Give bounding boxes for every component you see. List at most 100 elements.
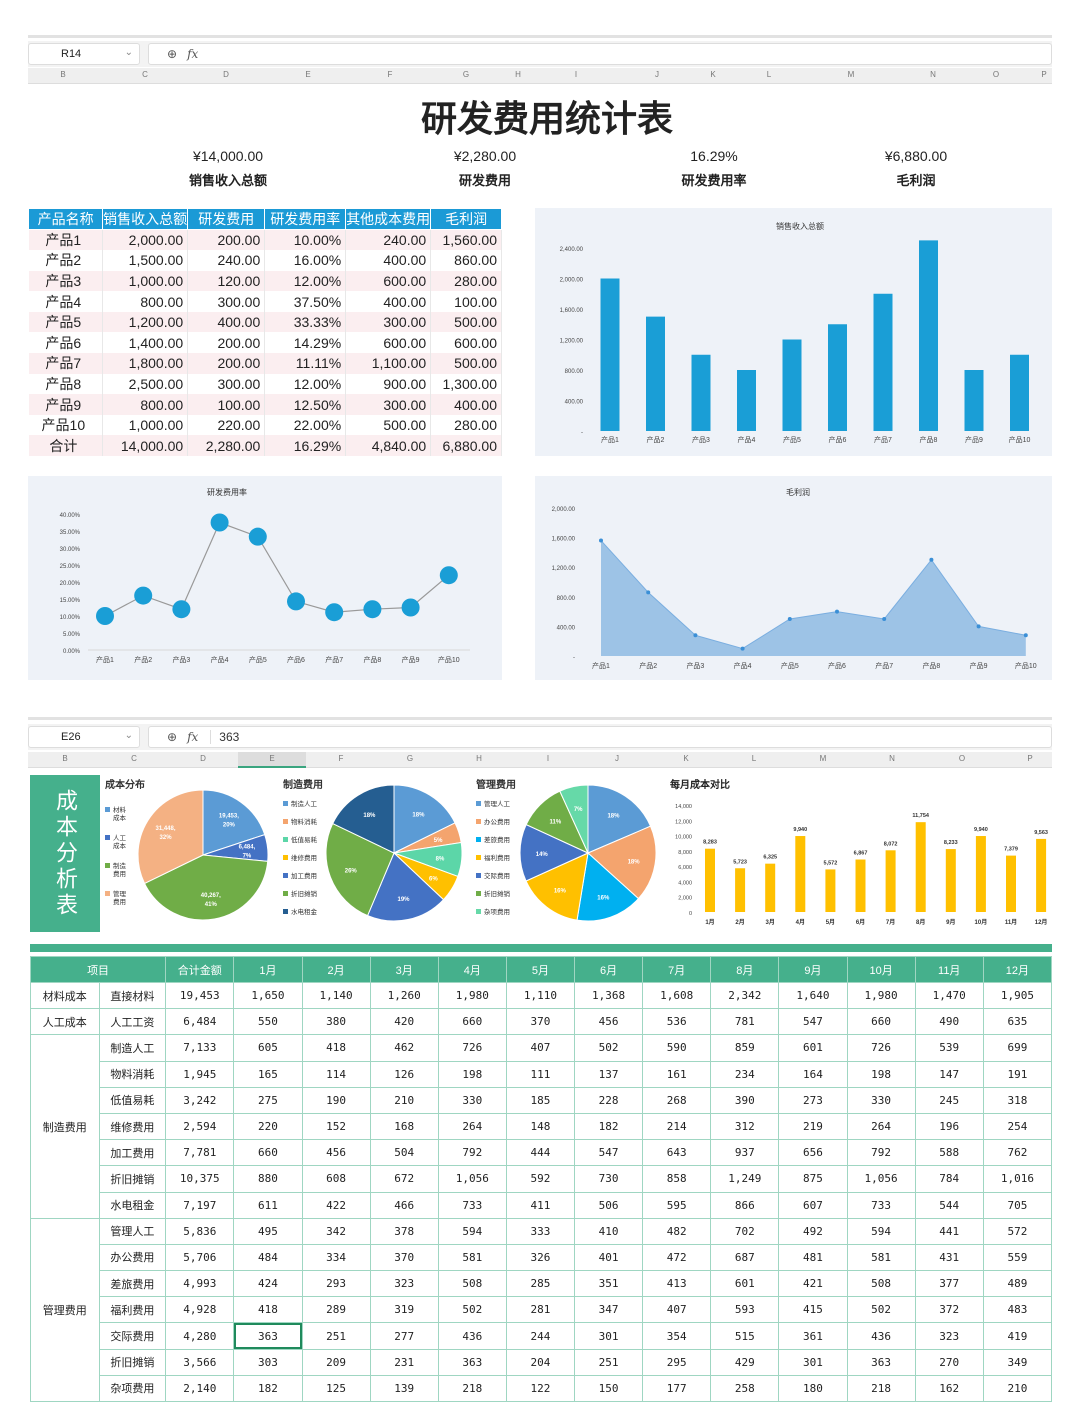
table-cell[interactable]: 1,000.00 xyxy=(102,414,189,436)
column-header-M[interactable]: M xyxy=(847,70,855,79)
table-cell[interactable]: 251 xyxy=(301,1322,371,1350)
column-header-D[interactable]: D xyxy=(223,70,229,79)
item-label[interactable]: 福利费用 xyxy=(98,1296,167,1324)
sales-bar-chart[interactable]: 销售收入总额 - 400.00 800.00 1,200.00 1,600.00 2,000… xyxy=(535,208,1052,456)
table-cell[interactable]: 858 xyxy=(642,1165,712,1193)
table-cell[interactable]: 190 xyxy=(301,1086,371,1114)
item-label[interactable]: 直接材料 xyxy=(98,981,167,1010)
table-cell[interactable]: 204 xyxy=(505,1348,576,1376)
table-cell[interactable]: 1,945 xyxy=(165,1060,235,1088)
table-cell[interactable]: 273 xyxy=(778,1086,848,1114)
table-cell[interactable]: 431 xyxy=(914,1243,984,1272)
table-cell[interactable]: 792 xyxy=(846,1139,916,1167)
table-cell[interactable]: 415 xyxy=(778,1296,848,1324)
column-header-D[interactable]: D xyxy=(200,754,206,763)
table-cell[interactable]: 456 xyxy=(301,1139,371,1167)
table-cell[interactable]: 198 xyxy=(437,1060,507,1088)
table-cell[interactable]: 330 xyxy=(846,1086,916,1114)
table-cell[interactable]: 10,375 xyxy=(165,1165,235,1193)
table-cell[interactable]: 508 xyxy=(437,1270,507,1298)
name-box[interactable]: R14 ⌄ xyxy=(28,43,140,65)
column-header-B[interactable]: B xyxy=(60,70,66,79)
table-cell[interactable]: 114 xyxy=(301,1060,371,1088)
table-cell[interactable]: 1,200.00 xyxy=(102,311,189,333)
table-cell[interactable]: 185 xyxy=(505,1086,576,1114)
column-header-O[interactable]: O xyxy=(958,754,966,763)
table-cell[interactable]: 462 xyxy=(369,1034,439,1062)
item-label[interactable]: 水电租金 xyxy=(98,1191,167,1219)
table-cell[interactable]: 687 xyxy=(710,1243,780,1272)
table-cell[interactable]: 1,800.00 xyxy=(102,353,189,374)
table-cell[interactable]: 240.00 xyxy=(345,229,432,251)
table-cell[interactable]: 860.00 xyxy=(430,250,502,271)
table-cell[interactable]: 3,566 xyxy=(165,1348,235,1376)
table-cell[interactable]: 280.00 xyxy=(430,270,502,292)
table-cell[interactable]: 418 xyxy=(233,1296,303,1324)
table-cell[interactable]: 产品2 xyxy=(28,250,104,271)
table-cell[interactable]: 605 xyxy=(233,1034,303,1062)
table-cell[interactable]: 539 xyxy=(914,1034,984,1062)
column-header-G[interactable]: G xyxy=(406,754,414,763)
table-cell[interactable]: 400.00 xyxy=(187,311,266,333)
column-header-L[interactable]: L xyxy=(766,70,772,79)
table-cell[interactable]: 16.00% xyxy=(264,250,347,271)
table-cell[interactable]: 592 xyxy=(505,1165,576,1193)
table-cell[interactable]: 319 xyxy=(369,1296,439,1324)
profit-area-chart[interactable]: 毛利润 - 400.00 800.00 1,200.00 1,600.00 2,000.00… xyxy=(535,476,1052,680)
table-cell[interactable]: 422 xyxy=(301,1191,371,1219)
table-cell[interactable]: 14,000.00 xyxy=(102,435,189,457)
table-cell[interactable]: 16.29% xyxy=(264,435,347,457)
table-cell[interactable]: 198 xyxy=(846,1060,916,1088)
table-cell[interactable]: 484 xyxy=(233,1243,303,1272)
column-header-J[interactable]: J xyxy=(615,754,619,763)
column-header-N[interactable]: N xyxy=(889,754,895,763)
table-cell[interactable]: 303 xyxy=(233,1348,303,1376)
table-cell[interactable]: 1,560.00 xyxy=(430,229,502,251)
table-cell[interactable]: 472 xyxy=(642,1243,712,1272)
table-cell[interactable]: 1,016 xyxy=(982,1165,1053,1193)
table-cell[interactable]: 1,260 xyxy=(369,981,439,1010)
table-cell[interactable]: 200.00 xyxy=(187,353,266,374)
formula-input[interactable]: ⊕ fx xyxy=(148,43,1052,65)
table-cell[interactable]: 792 xyxy=(437,1139,507,1167)
table-cell[interactable]: 410 xyxy=(574,1217,644,1245)
table-cell[interactable]: 258 xyxy=(710,1374,780,1403)
column-header-G[interactable]: G xyxy=(462,70,470,79)
table-cell[interactable]: 1,140 xyxy=(301,981,371,1010)
table-cell[interactable]: 289 xyxy=(301,1296,371,1324)
table-cell[interactable]: 456 xyxy=(574,1008,644,1036)
table-cell[interactable]: 22.00% xyxy=(264,414,347,436)
table-cell[interactable]: 547 xyxy=(574,1139,644,1167)
item-label[interactable]: 折旧摊销 xyxy=(98,1348,167,1376)
table-cell[interactable]: 100.00 xyxy=(430,291,502,312)
table-cell[interactable]: 200.00 xyxy=(187,229,266,251)
table-cell[interactable]: 137 xyxy=(574,1060,644,1088)
column-header-B[interactable]: B xyxy=(62,754,68,763)
table-cell[interactable]: 635 xyxy=(982,1008,1053,1036)
table-cell[interactable]: 产品4 xyxy=(28,291,104,312)
table-cell[interactable]: 161 xyxy=(642,1060,712,1088)
table-cell[interactable]: 214 xyxy=(642,1112,712,1141)
table-cell[interactable]: 240.00 xyxy=(187,250,266,271)
column-header-C[interactable]: C xyxy=(142,70,148,79)
column-header-E[interactable]: E xyxy=(238,752,306,768)
table-cell[interactable]: 220 xyxy=(233,1112,303,1141)
item-label[interactable]: 办公费用 xyxy=(98,1243,167,1272)
table-cell[interactable]: 323 xyxy=(914,1322,984,1350)
table-cell[interactable]: 672 xyxy=(369,1165,439,1193)
rate-line-chart[interactable]: 研发费用率 0.00% 5.00% 10.00% 15.00% 20.00% 25.00% 3… xyxy=(28,476,502,680)
table-cell[interactable]: 210 xyxy=(369,1086,439,1114)
table-cell[interactable]: 150 xyxy=(574,1374,644,1403)
table-cell[interactable]: 800.00 xyxy=(102,291,189,312)
table-cell[interactable]: 937 xyxy=(710,1139,780,1167)
table-cell[interactable]: 699 xyxy=(982,1034,1053,1062)
table-cell[interactable]: 594 xyxy=(437,1217,507,1245)
table-cell[interactable]: 705 xyxy=(982,1191,1053,1219)
table-cell[interactable]: 601 xyxy=(778,1034,848,1062)
table-cell[interactable]: 5,836 xyxy=(165,1217,235,1245)
table-cell[interactable]: 2,140 xyxy=(165,1374,235,1403)
table-cell[interactable]: 1,500.00 xyxy=(102,250,189,271)
table-cell[interactable]: 361 xyxy=(778,1322,848,1350)
table-cell[interactable]: 1,400.00 xyxy=(102,332,189,354)
table-cell[interactable]: 500.00 xyxy=(345,414,432,436)
